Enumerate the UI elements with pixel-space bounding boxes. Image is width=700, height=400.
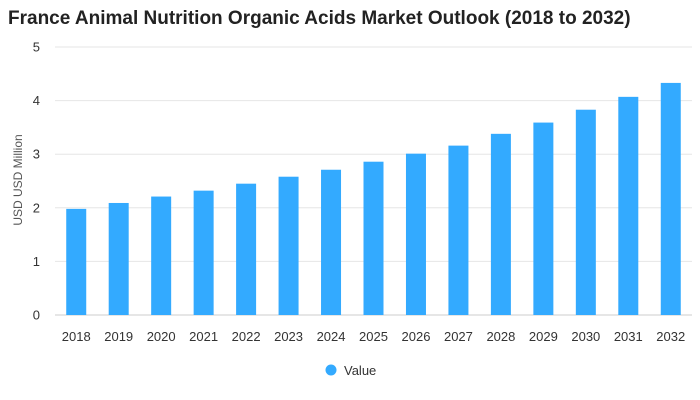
bar-2020[interactable] [151,196,172,315]
bar-2019[interactable] [108,202,129,315]
x-tick-label: 2020 [147,329,176,344]
x-tick-label: 2027 [444,329,473,344]
bar-2025[interactable] [363,161,384,315]
x-tick-label: 2032 [656,329,685,344]
bar-2023[interactable] [278,176,299,315]
y-axis-label: USD USD Million [11,134,25,225]
bar-2029[interactable] [533,122,554,316]
x-tick-label: 2022 [232,329,261,344]
x-tick-label: 2023 [274,329,303,344]
y-tick-label: 3 [33,147,40,162]
y-tick-label: 4 [33,93,40,108]
x-tick-label: 2025 [359,329,388,344]
bar-2024[interactable] [321,169,342,315]
bar-2032[interactable] [660,82,681,315]
bar-2026[interactable] [405,153,426,315]
x-tick-label: 2028 [486,329,515,344]
y-tick-label: 5 [33,40,40,55]
x-tick-label: 2030 [571,329,600,344]
bars [66,82,681,316]
y-tick-label: 1 [33,254,40,269]
legend-label-value: Value [344,363,376,378]
bar-2030[interactable] [575,109,596,315]
x-tick-label: 2021 [189,329,218,344]
bar-2022[interactable] [236,183,257,315]
x-tick-label: 2026 [402,329,431,344]
x-tick-label: 2018 [62,329,91,344]
x-tick-label: 2019 [104,329,133,344]
chart-title: France Animal Nutrition Organic Acids Ma… [8,8,631,29]
bar-2021[interactable] [193,190,214,315]
x-tick-label: 2029 [529,329,558,344]
x-tick-label: 2024 [317,329,346,344]
bar-2027[interactable] [448,145,469,315]
x-tick-label: 2031 [614,329,643,344]
legend-swatch-value [325,364,337,376]
x-axis-ticks: 2018 2019 2020 2021 2022 2023 2024 2025 2026 2027… [62,329,685,344]
bar-2018[interactable] [66,208,87,315]
bar-2028[interactable] [490,133,511,315]
y-axis-ticks: 0 1 2 3 4 5 [33,40,40,323]
y-tick-label: 2 [33,200,40,215]
legend[interactable]: Value [325,363,377,378]
y-tick-label: 0 [33,308,40,323]
bar-2031[interactable] [618,96,639,316]
